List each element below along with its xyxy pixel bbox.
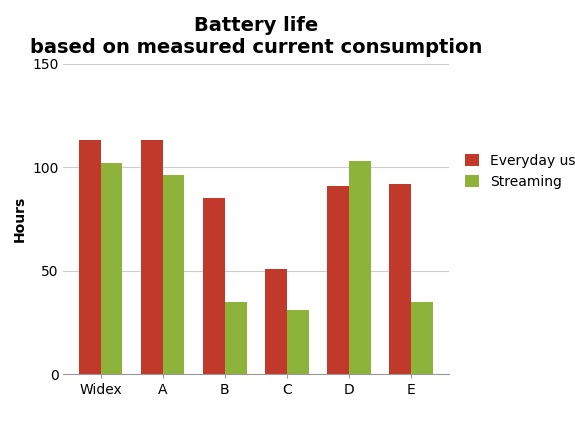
Bar: [349, 161, 371, 374]
Bar: [141, 140, 163, 374]
Y-axis label: Hours: Hours: [13, 196, 26, 242]
Bar: [411, 302, 433, 374]
Bar: [287, 310, 309, 374]
Bar: [327, 186, 349, 374]
Bar: [265, 269, 287, 374]
Bar: [101, 163, 122, 374]
Legend: Everyday use, Streaming: Everyday use, Streaming: [459, 148, 575, 194]
Bar: [163, 176, 185, 374]
Bar: [203, 198, 225, 374]
Bar: [225, 302, 247, 374]
Bar: [389, 184, 411, 374]
Bar: [79, 140, 101, 374]
Title: Battery life
based on measured current consumption: Battery life based on measured current c…: [30, 16, 482, 57]
